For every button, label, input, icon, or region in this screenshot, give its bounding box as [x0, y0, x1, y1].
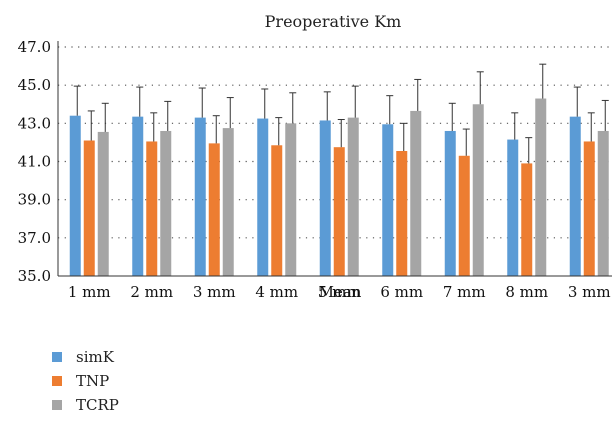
bar-tcrp-6: [410, 110, 422, 276]
bars: [69, 63, 609, 277]
bar-tnp-6: [396, 151, 408, 276]
legend-item-tcrp: TCRP: [52, 393, 119, 417]
x-tick-label: 7 mm: [443, 283, 486, 301]
y-tick-label: 41.0: [18, 153, 51, 171]
y-axis: 35.0 37.0 39.0 41.0 43.0 45.0 47.0: [18, 38, 59, 285]
y-tick-label: 43.0: [18, 114, 51, 132]
bar-tnp-5: [333, 147, 345, 276]
legend-label: TCRP: [76, 396, 119, 414]
legend-swatch: [52, 376, 62, 386]
bar-tnp-9: [583, 141, 595, 276]
bar-tcrp-2: [160, 130, 172, 276]
x-tick-label: 3 mm: [193, 283, 236, 301]
legend-label: simK: [76, 348, 114, 366]
bar-simk-1: [69, 115, 81, 276]
bar-tcrp-9: [597, 130, 609, 276]
y-tick-label: 47.0: [18, 38, 51, 56]
x-tick-label: 1 mm: [68, 283, 111, 301]
bar-tnp-3: [208, 143, 220, 276]
chart-title: Preoperative Km: [265, 12, 402, 31]
legend-item-simk: simK: [52, 345, 119, 369]
y-tick-label: 35.0: [18, 267, 51, 285]
x-tick-label: 4 mm: [255, 283, 298, 301]
bar-simk-5: [319, 120, 331, 277]
x-tick-label: 8 mm: [505, 283, 548, 301]
bar-simk-7: [444, 130, 456, 276]
legend-swatch: [52, 400, 62, 410]
legend-label: TNP: [76, 372, 110, 390]
x-tick-label: 3 mm: [568, 283, 611, 301]
x-tick-label: 6 mm: [380, 283, 423, 301]
bar-tcrp-5: [347, 117, 359, 276]
y-tick-label: 45.0: [18, 76, 51, 94]
bar-tnp-2: [146, 141, 158, 276]
bar-tnp-1: [83, 140, 95, 276]
bar-simk-3: [194, 117, 206, 276]
bar-tcrp-4: [285, 123, 297, 276]
legend: simK TNP TCRP: [52, 345, 119, 417]
bar-tcrp-1: [97, 131, 109, 276]
legend-swatch: [52, 352, 62, 362]
x-tick-label: 2 mm: [130, 283, 173, 301]
x-axis: 1 mm 2 mm 3 mm 4 mm 5 mm 6 mm 7 mm 8 mm 3 mm: [58, 275, 612, 301]
bar-simk-6: [382, 124, 394, 276]
bar-tnp-7: [458, 155, 470, 276]
bar-simk-4: [257, 118, 269, 276]
bar-tcrp-7: [472, 104, 484, 276]
bar-simk-8: [507, 139, 519, 276]
bar-simk-2: [132, 116, 144, 276]
legend-item-tnp: TNP: [52, 369, 119, 393]
bar-tcrp-3: [222, 128, 234, 276]
y-tick-label: 39.0: [18, 191, 51, 209]
bar-simk-9: [569, 116, 581, 276]
y-tick-label: 37.0: [18, 229, 51, 247]
bar-tnp-8: [521, 163, 533, 276]
x-tick-label: 5 mm: [318, 283, 361, 301]
bar-tcrp-8: [535, 98, 547, 277]
bar-tnp-4: [271, 145, 283, 276]
x-axis-label: Mean: [319, 283, 362, 301]
